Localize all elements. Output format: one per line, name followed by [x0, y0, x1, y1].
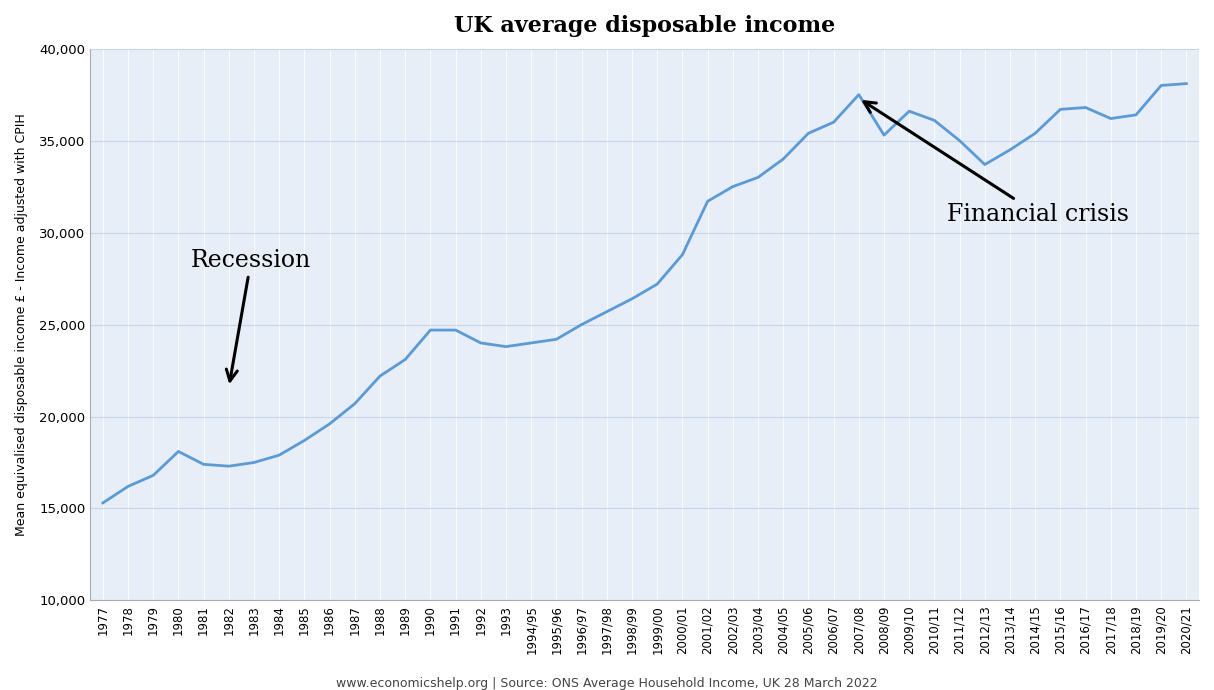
Text: www.economicshelp.org | Source: ONS Average Household Income, UK 28 March 2022: www.economicshelp.org | Source: ONS Aver…: [336, 677, 878, 689]
Title: UK average disposable income: UK average disposable income: [454, 15, 835, 37]
Y-axis label: Mean equivalised disposable income £ - Income adjusted with CPIH: Mean equivalised disposable income £ - I…: [15, 113, 28, 536]
Text: Financial crisis: Financial crisis: [864, 101, 1129, 226]
Text: Recession: Recession: [191, 248, 311, 381]
